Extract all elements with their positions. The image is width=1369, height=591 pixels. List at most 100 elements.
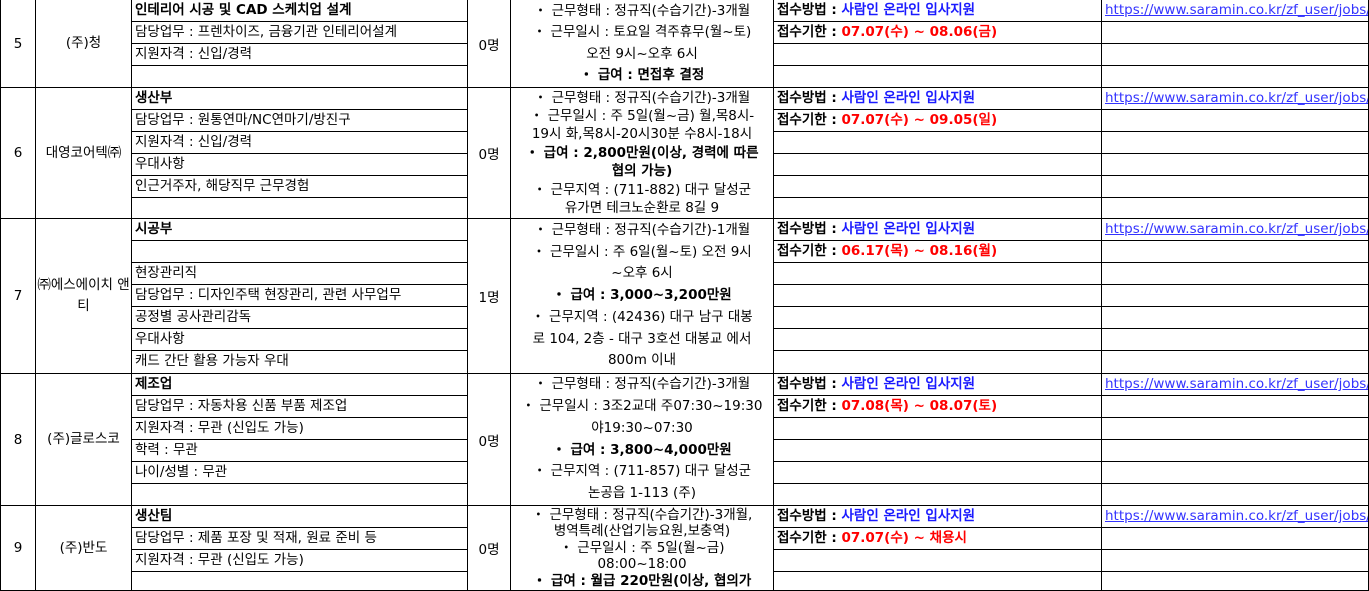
work-conditions: ・ 근무형태 : 정규직(수습기간)-3개월 ・ 근무일시 : 토요일 격주휴무(… bbox=[510, 0, 773, 87]
link-subrow bbox=[1102, 285, 1368, 307]
condition-line: 논공읍 1-113 (주) bbox=[587, 484, 697, 501]
work-conditions: ・ 근무형태 : 정규직(수습기간)-1개월 ・ 근무일시 : 주 6일(월~토)… bbox=[510, 219, 773, 373]
job-details: 생산팀 담당업무 : 제품 포장 및 적재, 원료 준비 등 지원자격 : 무관 (… bbox=[131, 506, 467, 590]
job-link[interactable]: https://www.saramin.co.kr/zf_user/jobs/ bbox=[1105, 90, 1368, 106]
job-detail-line: 담당업무 : 제품 포장 및 적재, 원료 준비 등 bbox=[132, 528, 467, 550]
link-subrow bbox=[1102, 484, 1368, 506]
job-detail-line: 시공부 bbox=[132, 219, 467, 241]
link-subrow bbox=[1102, 176, 1368, 198]
job-link[interactable]: https://www.saramin.co.kr/zf_user/jobs/ bbox=[1105, 221, 1368, 237]
link-subrow bbox=[1102, 307, 1368, 329]
application-subrow bbox=[774, 440, 1101, 462]
condition-line: ・ 급여 : 월급 220만원(이상, 협의가 bbox=[532, 572, 752, 589]
job-link[interactable]: https://www.saramin.co.kr/zf_user/jobs/ bbox=[1105, 508, 1368, 524]
row-number: 7 bbox=[0, 219, 35, 373]
condition-line: ・ 근무일시 : 토요일 격주휴무(월~토) bbox=[532, 24, 752, 40]
application-subrow: 접수기한 : 07.07(수) ~ 09.05(일) bbox=[774, 110, 1101, 132]
link-subrow bbox=[1102, 329, 1368, 351]
application-subrow bbox=[774, 176, 1101, 198]
condition-line: ・ 근무일시 : 주 6일(월~토) 오전 9시 bbox=[532, 243, 752, 260]
job-details: 시공부 현장관리직 담당업무 : 디자인주택 현장관리, 관련 사무업무 공정별 공사… bbox=[131, 219, 467, 373]
job-detail-line: 우대사항 bbox=[132, 154, 467, 176]
application-subrow: 접수방법 : 사람인 온라인 입사지원 bbox=[774, 506, 1101, 528]
link-subrow bbox=[1102, 154, 1368, 176]
job-details: 생산부 담당업무 : 원통연마/NC연마기/방진구 지원자격 : 신입/경력 우대사항… bbox=[131, 88, 467, 218]
application-subrow: 접수기한 : 07.07(수) ~ 08.06(금) bbox=[774, 22, 1101, 44]
job-detail-line: 제조업 bbox=[132, 374, 467, 396]
application-info: 접수방법 : 사람인 온라인 입사지원 접수기한 : 07.07(수) ~ 08.… bbox=[773, 0, 1101, 87]
job-detail-line: 지원자격 : 신입/경력 bbox=[132, 44, 467, 66]
job-detail-line: 나이/성별 : 무관 bbox=[132, 462, 467, 484]
condition-line: ・ 근무지역 : (711-882) 대구 달성군 bbox=[532, 181, 752, 198]
conditions-text: ・ 근무형태 : 정규직(수습기간)-1개월 ・ 근무일시 : 주 6일(월~토)… bbox=[511, 220, 773, 373]
apply-method-value: 사람인 온라인 입사지원 bbox=[841, 90, 976, 106]
apply-method-label: 접수방법 : bbox=[777, 221, 842, 237]
job-link-cell: https://www.saramin.co.kr/zf_user/jobs/ bbox=[1101, 506, 1369, 590]
deadline-value: 07.07(수) ~ 채용시 bbox=[841, 530, 967, 546]
job-detail-line: 공정별 공사관리감독 bbox=[132, 307, 467, 329]
job-detail-line: 생산부 bbox=[132, 88, 467, 110]
job-row: 6 대영코어텍㈜ 생산부 담당업무 : 원통연마/NC연마기/방진구 지원자격 : 신입… bbox=[0, 88, 1369, 219]
work-conditions: ・ 근무형태 : 정규직(수습기간)-3개월, 병역특례(산업기능요원,보충역) ・… bbox=[510, 506, 773, 590]
condition-line: 병역특례(산업기능요원,보충역) bbox=[553, 523, 731, 540]
application-subrow bbox=[774, 132, 1101, 154]
condition-line: ・ 근무형태 : 정규직(수습기간)-3개월 bbox=[533, 89, 751, 106]
link-subrow bbox=[1102, 396, 1368, 418]
link-subrow bbox=[1102, 462, 1368, 484]
conditions-text: ・ 근무형태 : 정규직(수습기간)-3개월 ・ 근무일시 : 토요일 격주휴무(… bbox=[511, 1, 773, 87]
application-subrow bbox=[774, 351, 1101, 374]
job-details: 제조업 담당업무 : 자동차용 신품 부품 제조업 지원자격 : 무관 (신입도 가… bbox=[131, 374, 467, 505]
link-subrow bbox=[1102, 440, 1368, 462]
job-row: 8 (주)글로스코 제조업 담당업무 : 자동차용 신품 부품 제조업 지원자격 : 무… bbox=[0, 374, 1369, 506]
application-subrow bbox=[774, 550, 1101, 572]
application-info: 접수방법 : 사람인 온라인 입사지원 접수기한 : 06.17(목) ~ 08.… bbox=[773, 219, 1101, 373]
hire-count: 0명 bbox=[467, 506, 510, 590]
application-subrow: 접수방법 : 사람인 온라인 입사지원 bbox=[774, 88, 1101, 110]
application-subrow bbox=[774, 329, 1101, 351]
deadline-value: 07.08(목) ~ 08.07(토) bbox=[841, 398, 998, 414]
link-subrow bbox=[1102, 528, 1368, 550]
apply-method-label: 접수방법 : bbox=[777, 376, 842, 392]
company-name: 대영코어텍㈜ bbox=[35, 88, 131, 218]
condition-line: 협의 가능) bbox=[611, 163, 673, 180]
apply-method-value: 사람인 온라인 입사지원 bbox=[841, 221, 976, 237]
deadline-label: 접수기한 : bbox=[777, 530, 842, 546]
row-number: 6 bbox=[0, 88, 35, 218]
application-subrow bbox=[774, 418, 1101, 440]
conditions-text: ・ 근무형태 : 정규직(수습기간)-3개월 ・ 근무일시 : 주 5일(월~금)… bbox=[511, 89, 773, 218]
condition-line: 19시 화,목8시-20시30분 수8시-18시 bbox=[531, 126, 753, 143]
application-info: 접수방법 : 사람인 온라인 입사지원 접수기한 : 07.07(수) ~ 09.… bbox=[773, 88, 1101, 218]
job-row: 9 (주)반도 생산팀 담당업무 : 제품 포장 및 적재, 원료 준비 등 지원자격 … bbox=[0, 506, 1369, 591]
job-detail-line: 지원자격 : 무관 (신입도 가능) bbox=[132, 550, 467, 572]
job-link[interactable]: https://www.saramin.co.kr/zf_user/jobs/ bbox=[1105, 2, 1368, 18]
link-subrow bbox=[1102, 550, 1368, 572]
company-name: ㈜에스에이치 앤티 bbox=[35, 219, 131, 373]
deadline-value: 07.07(수) ~ 09.05(일) bbox=[841, 112, 998, 128]
hire-count: 1명 bbox=[467, 219, 510, 373]
job-detail-line: 학력 : 무관 bbox=[132, 440, 467, 462]
application-subrow bbox=[774, 572, 1101, 591]
link-subrow bbox=[1102, 198, 1368, 219]
link-subrow bbox=[1102, 66, 1368, 88]
condition-line: ・ 근무일시 : 주 5일(월~금) 월,목8시- bbox=[529, 107, 755, 124]
apply-method-label: 접수방법 : bbox=[777, 2, 842, 18]
application-info: 접수방법 : 사람인 온라인 입사지원 접수기한 : 07.08(목) ~ 08.… bbox=[773, 374, 1101, 505]
condition-line: ・ 근무일시 : 3조2교대 주07:30~19:30 bbox=[521, 398, 763, 415]
job-detail-line: 지원자격 : 무관 (신입도 가능) bbox=[132, 418, 467, 440]
application-subrow: 접수방법 : 사람인 온라인 입사지원 bbox=[774, 0, 1101, 22]
link-subrow bbox=[1102, 44, 1368, 66]
condition-line: 800m 이내 bbox=[607, 352, 677, 369]
conditions-text: ・ 근무형태 : 정규직(수습기간)-3개월, 병역특례(산업기능요원,보충역) ・… bbox=[511, 507, 773, 590]
company-name: (주)글로스코 bbox=[35, 374, 131, 505]
apply-method-value: 사람인 온라인 입사지원 bbox=[841, 376, 976, 392]
condition-line: ・ 근무형태 : 정규직(수습기간)-3개월 bbox=[533, 2, 751, 19]
application-subrow bbox=[774, 198, 1101, 219]
company-name: (주)반도 bbox=[35, 506, 131, 590]
link-subrow: https://www.saramin.co.kr/zf_user/jobs/ bbox=[1102, 219, 1368, 241]
job-link[interactable]: https://www.saramin.co.kr/zf_user/jobs/ bbox=[1105, 376, 1368, 392]
condition-line: 오전 9시~오후 6시 bbox=[586, 45, 698, 62]
job-detail-line: 담당업무 : 디자인주택 현장관리, 관련 사무업무 bbox=[132, 285, 467, 307]
work-conditions: ・ 근무형태 : 정규직(수습기간)-3개월 ・ 근무일시 : 주 5일(월~금)… bbox=[510, 88, 773, 218]
condition-line: ・ 근무형태 : 정규직(수습기간)-1개월 bbox=[533, 221, 751, 238]
link-subrow bbox=[1102, 241, 1368, 263]
